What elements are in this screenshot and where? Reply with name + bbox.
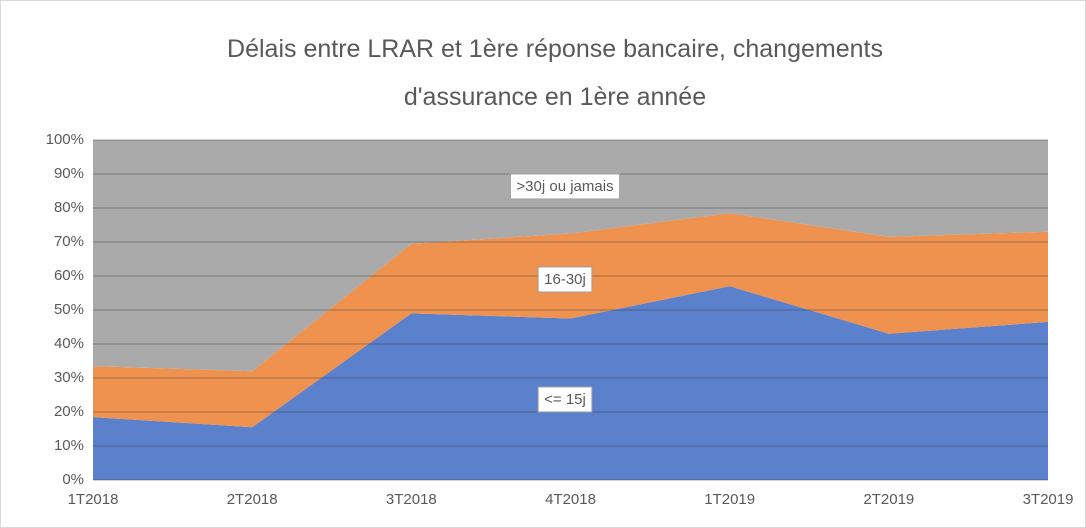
x-tick-label: 4T2018 <box>545 491 596 508</box>
x-tick-label: 2T2018 <box>227 491 278 508</box>
y-tick-label: 100% <box>46 131 84 148</box>
x-tick-label: 2T2019 <box>863 491 914 508</box>
y-tick-label: 10% <box>54 437 84 454</box>
series-label: 16-30j <box>544 271 586 288</box>
y-tick-label: 50% <box>54 301 84 318</box>
x-tick-label: 3T2018 <box>386 491 437 508</box>
plot-area <box>93 140 1048 480</box>
x-tick-label: 1T2018 <box>68 491 119 508</box>
y-tick-label: 0% <box>62 471 84 488</box>
series-label: >30j ou jamais <box>516 178 613 195</box>
y-tick-label: 30% <box>54 369 84 386</box>
y-tick-label: 70% <box>54 233 84 250</box>
area <box>93 140 1048 372</box>
series-label-box <box>537 266 593 293</box>
area <box>93 213 1048 428</box>
x-tick-label: 1T2019 <box>704 491 755 508</box>
x-tick-label: 3T2019 <box>1023 491 1074 508</box>
series-label-box <box>537 386 593 413</box>
series-label-box <box>509 173 621 200</box>
chart-title: Délais entre LRAR et 1ère réponse bancai… <box>227 35 883 111</box>
y-tick-label: 40% <box>54 335 84 352</box>
y-tick-label: 60% <box>54 267 84 284</box>
y-tick-label: 90% <box>54 165 84 182</box>
area <box>93 286 1048 480</box>
y-tick-label: 80% <box>54 199 84 216</box>
y-tick-label: 20% <box>54 403 84 420</box>
series-label: <= 15j <box>544 391 586 408</box>
